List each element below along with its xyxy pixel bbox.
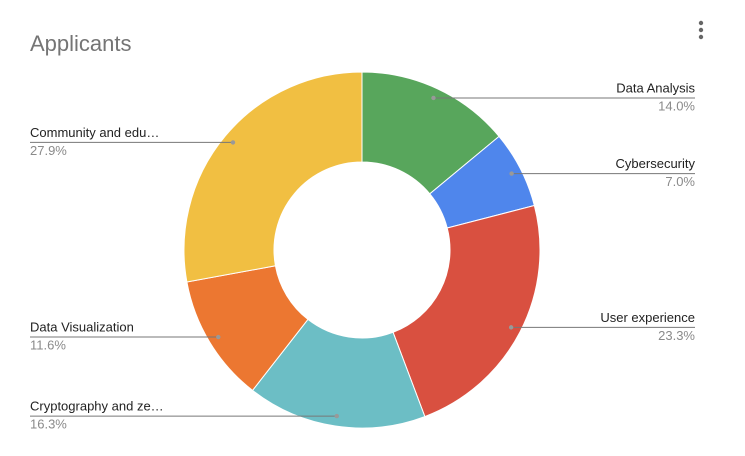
- slice: [183, 71, 363, 283]
- leader-dot: [509, 171, 514, 176]
- label-percent: 11.6%: [30, 337, 66, 352]
- label-name: Data Analysis: [616, 80, 695, 95]
- slice: [392, 204, 541, 418]
- label-name: User experience: [600, 310, 695, 325]
- label-name: Cryptography and ze…: [30, 399, 164, 414]
- leader-dot: [216, 334, 221, 340]
- label-name: Community and edu…: [30, 125, 159, 140]
- slice: [361, 71, 500, 195]
- label-percent: 14.0%: [658, 98, 695, 113]
- label-percent: 16.3%: [30, 417, 67, 432]
- leader-dot: [230, 140, 236, 145]
- slice: [251, 318, 426, 429]
- label-percent: 7.0%: [665, 174, 695, 189]
- leader-dot: [508, 325, 514, 330]
- label-name: Cybersecurity: [616, 156, 696, 171]
- leader-dot: [334, 413, 339, 419]
- label-name: Data Visualization: [30, 319, 134, 334]
- leader-dot: [431, 95, 436, 101]
- chart-title: Applicants: [30, 31, 132, 56]
- menu-icon[interactable]: [698, 20, 704, 40]
- label-percent: 27.9%: [30, 143, 67, 158]
- label-percent: 23.3%: [658, 328, 695, 343]
